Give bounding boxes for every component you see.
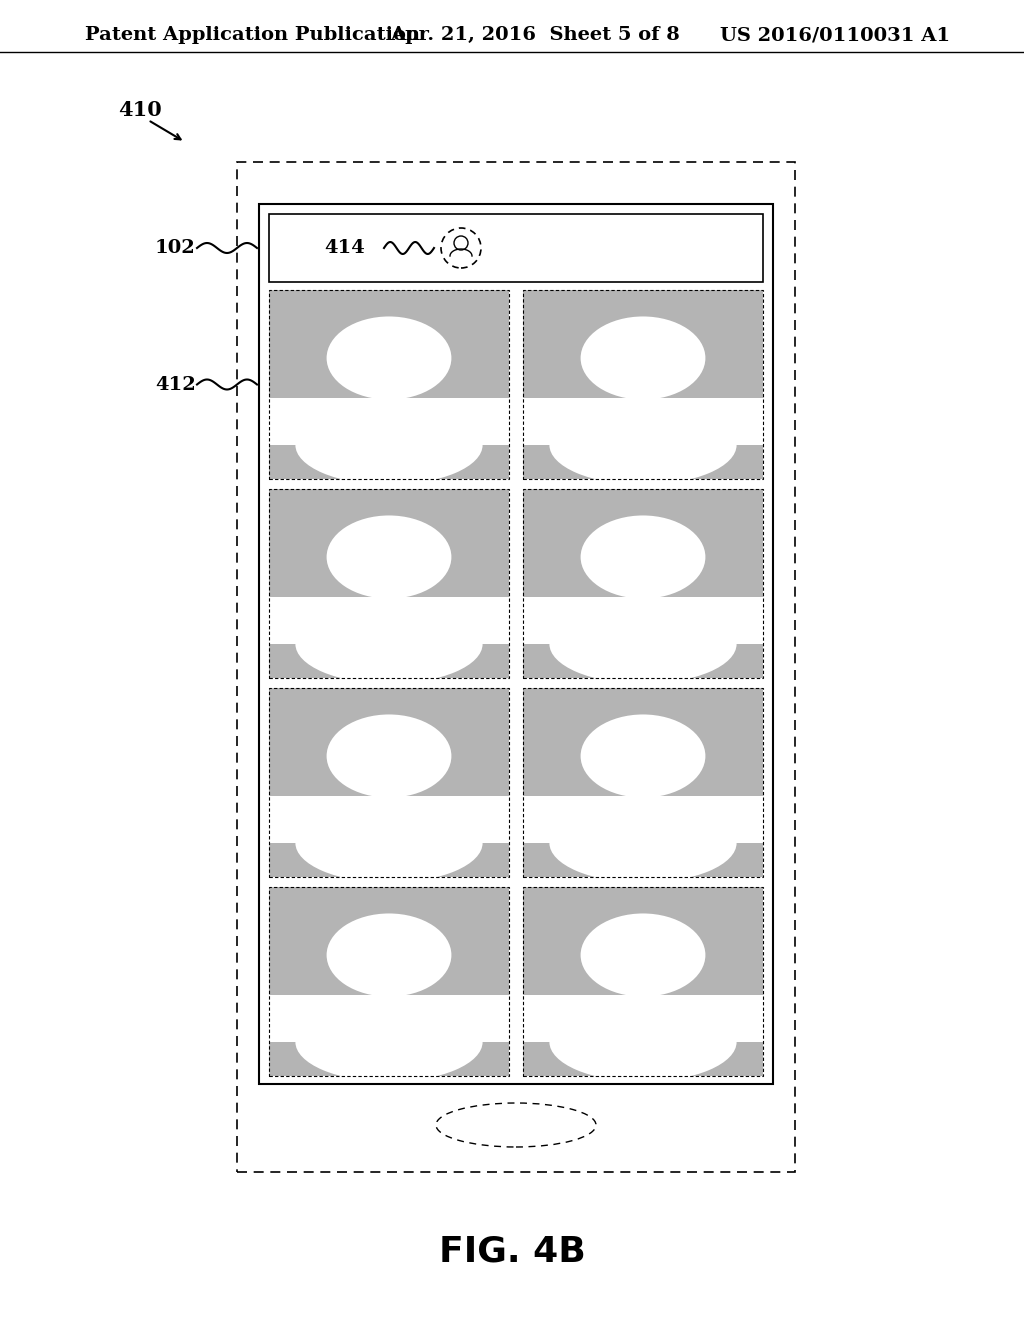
Bar bbox=[269, 887, 509, 1076]
Ellipse shape bbox=[295, 605, 482, 684]
Ellipse shape bbox=[327, 714, 452, 797]
Ellipse shape bbox=[550, 1002, 736, 1081]
Bar bbox=[523, 488, 763, 678]
Text: 412: 412 bbox=[155, 375, 196, 393]
Ellipse shape bbox=[295, 804, 482, 883]
Bar bbox=[269, 290, 509, 479]
Bar bbox=[523, 688, 763, 876]
Bar bbox=[269, 214, 763, 282]
Ellipse shape bbox=[327, 317, 452, 400]
Text: 102: 102 bbox=[155, 239, 196, 257]
Bar bbox=[523, 597, 763, 644]
Bar bbox=[269, 488, 509, 678]
Bar bbox=[269, 688, 509, 876]
Bar bbox=[523, 995, 763, 1041]
Ellipse shape bbox=[550, 605, 736, 684]
Bar bbox=[523, 887, 763, 1076]
Bar bbox=[237, 162, 795, 1172]
Text: Apr. 21, 2016  Sheet 5 of 8: Apr. 21, 2016 Sheet 5 of 8 bbox=[390, 26, 680, 44]
Bar bbox=[259, 205, 773, 1084]
Bar bbox=[269, 597, 509, 644]
Bar bbox=[523, 796, 763, 843]
Ellipse shape bbox=[581, 515, 706, 599]
Bar bbox=[523, 488, 763, 678]
Text: 410: 410 bbox=[118, 100, 162, 120]
Ellipse shape bbox=[295, 405, 482, 484]
Bar bbox=[269, 688, 509, 876]
Text: US 2016/0110031 A1: US 2016/0110031 A1 bbox=[720, 26, 950, 44]
Bar bbox=[523, 290, 763, 479]
Bar bbox=[269, 995, 509, 1041]
Bar bbox=[269, 796, 509, 843]
Text: FIG. 4B: FIG. 4B bbox=[438, 1236, 586, 1269]
Text: 414: 414 bbox=[324, 239, 365, 257]
Bar bbox=[523, 290, 763, 479]
Bar bbox=[269, 887, 509, 1076]
Bar bbox=[523, 887, 763, 1076]
Ellipse shape bbox=[550, 405, 736, 484]
Bar bbox=[269, 290, 509, 479]
Ellipse shape bbox=[295, 1002, 482, 1081]
Ellipse shape bbox=[550, 804, 736, 883]
Ellipse shape bbox=[581, 714, 706, 797]
Bar bbox=[269, 397, 509, 445]
Bar bbox=[523, 688, 763, 876]
Bar bbox=[523, 397, 763, 445]
Ellipse shape bbox=[327, 515, 452, 599]
Ellipse shape bbox=[581, 913, 706, 997]
Ellipse shape bbox=[436, 1104, 596, 1147]
Ellipse shape bbox=[327, 913, 452, 997]
Ellipse shape bbox=[581, 317, 706, 400]
Text: Patent Application Publication: Patent Application Publication bbox=[85, 26, 420, 44]
Bar bbox=[269, 488, 509, 678]
